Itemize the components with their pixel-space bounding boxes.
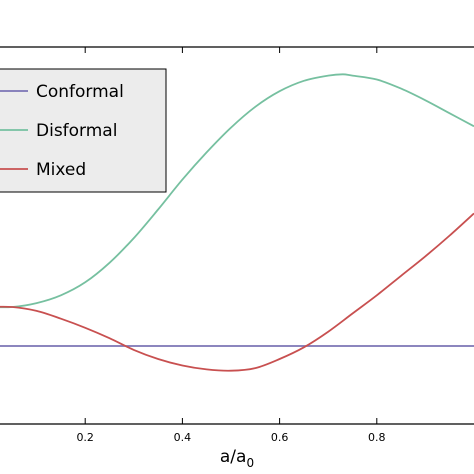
x-axis-label-main: a/a: [220, 447, 247, 467]
x-tick-label: 0.4: [174, 431, 192, 444]
legend-label-mixed: Mixed: [36, 160, 86, 180]
series-lines: [0, 73, 474, 372]
legend-label-disformal: Disformal: [36, 121, 117, 141]
x-tick-label: 0.8: [368, 431, 386, 444]
series-line-mixed: [0, 212, 474, 372]
legend: Conformal Disformal Mixed: [0, 68, 167, 193]
series-line-disformal: [0, 73, 474, 309]
x-axis-label: a/a0: [220, 447, 254, 470]
legend-label-conformal: Conformal: [36, 82, 124, 102]
x-axis-label-subscript: 0: [246, 456, 254, 470]
x-tick-label: 0.6: [271, 431, 289, 444]
axes: [0, 46, 474, 425]
x-tick-label: 0.2: [76, 431, 94, 444]
x-axis-ticks: 0.2 0.4 0.6 0.8: [76, 47, 386, 444]
